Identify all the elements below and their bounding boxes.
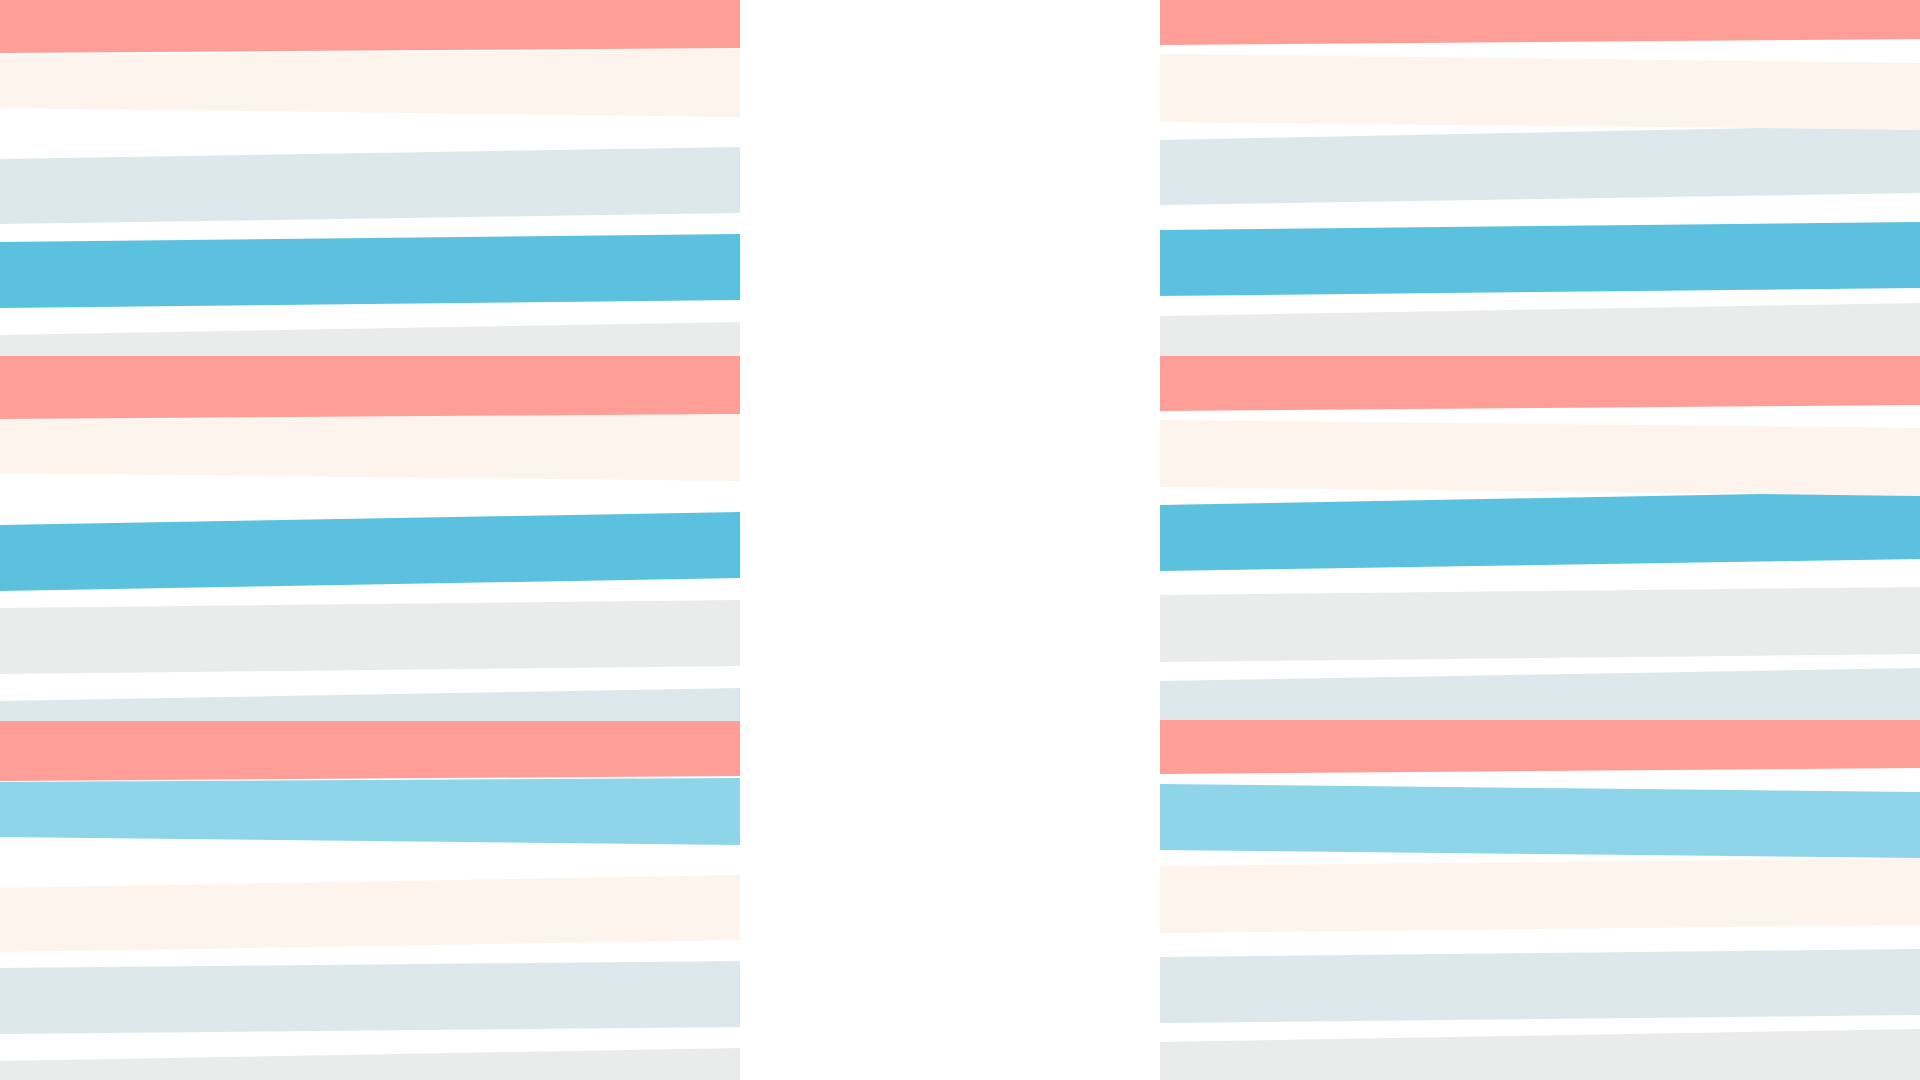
left-panel-stripe-blue [0,234,740,308]
left-panel-stripe-blue [0,512,740,591]
left-panel-stripe-mist [0,961,740,1034]
right-panel-stripe-blue [1160,494,1920,571]
left-panel-stripe-salmon [0,356,740,419]
left-panel-stripe-salmon [0,0,740,53]
left-panel-stripe-cream [0,49,740,117]
right-panel-stripe-blue [1160,222,1920,296]
right-panel-stripe-mist [1160,949,1920,1023]
left-panel-stripe-grey [0,322,740,356]
right-panel-stripe-sky [1160,784,1920,858]
right-panel-stripe-salmon [1160,356,1920,411]
left-stripe-panel [0,0,740,1080]
right-panel-stripe-salmon [1160,0,1920,45]
left-panel-stripe-mist [0,147,740,224]
left-panel-stripe-grey [0,1048,740,1080]
left-panel-stripe-mist [0,688,740,721]
right-panel-stripe-grey [1160,1029,1920,1080]
right-stripe-panel [1160,0,1920,1080]
right-panel-stripe-cream [1160,54,1920,130]
right-panel-stripe-grey [1160,303,1920,356]
right-panel-stripe-cream [1160,858,1920,933]
right-panel-stripe-grey [1160,587,1920,662]
right-panel-stripe-salmon [1160,720,1920,774]
left-panel-stripe-cream [0,875,740,952]
right-panel-stripe-mist [1160,668,1920,720]
left-panel-stripe-salmon [0,721,740,781]
right-panel-stripe-mist [1160,128,1920,205]
left-panel-stripe-cream [0,414,740,481]
left-panel-stripe-sky [0,778,740,845]
right-panel-stripe-cream [1160,420,1920,496]
left-panel-stripe-grey [0,600,740,674]
